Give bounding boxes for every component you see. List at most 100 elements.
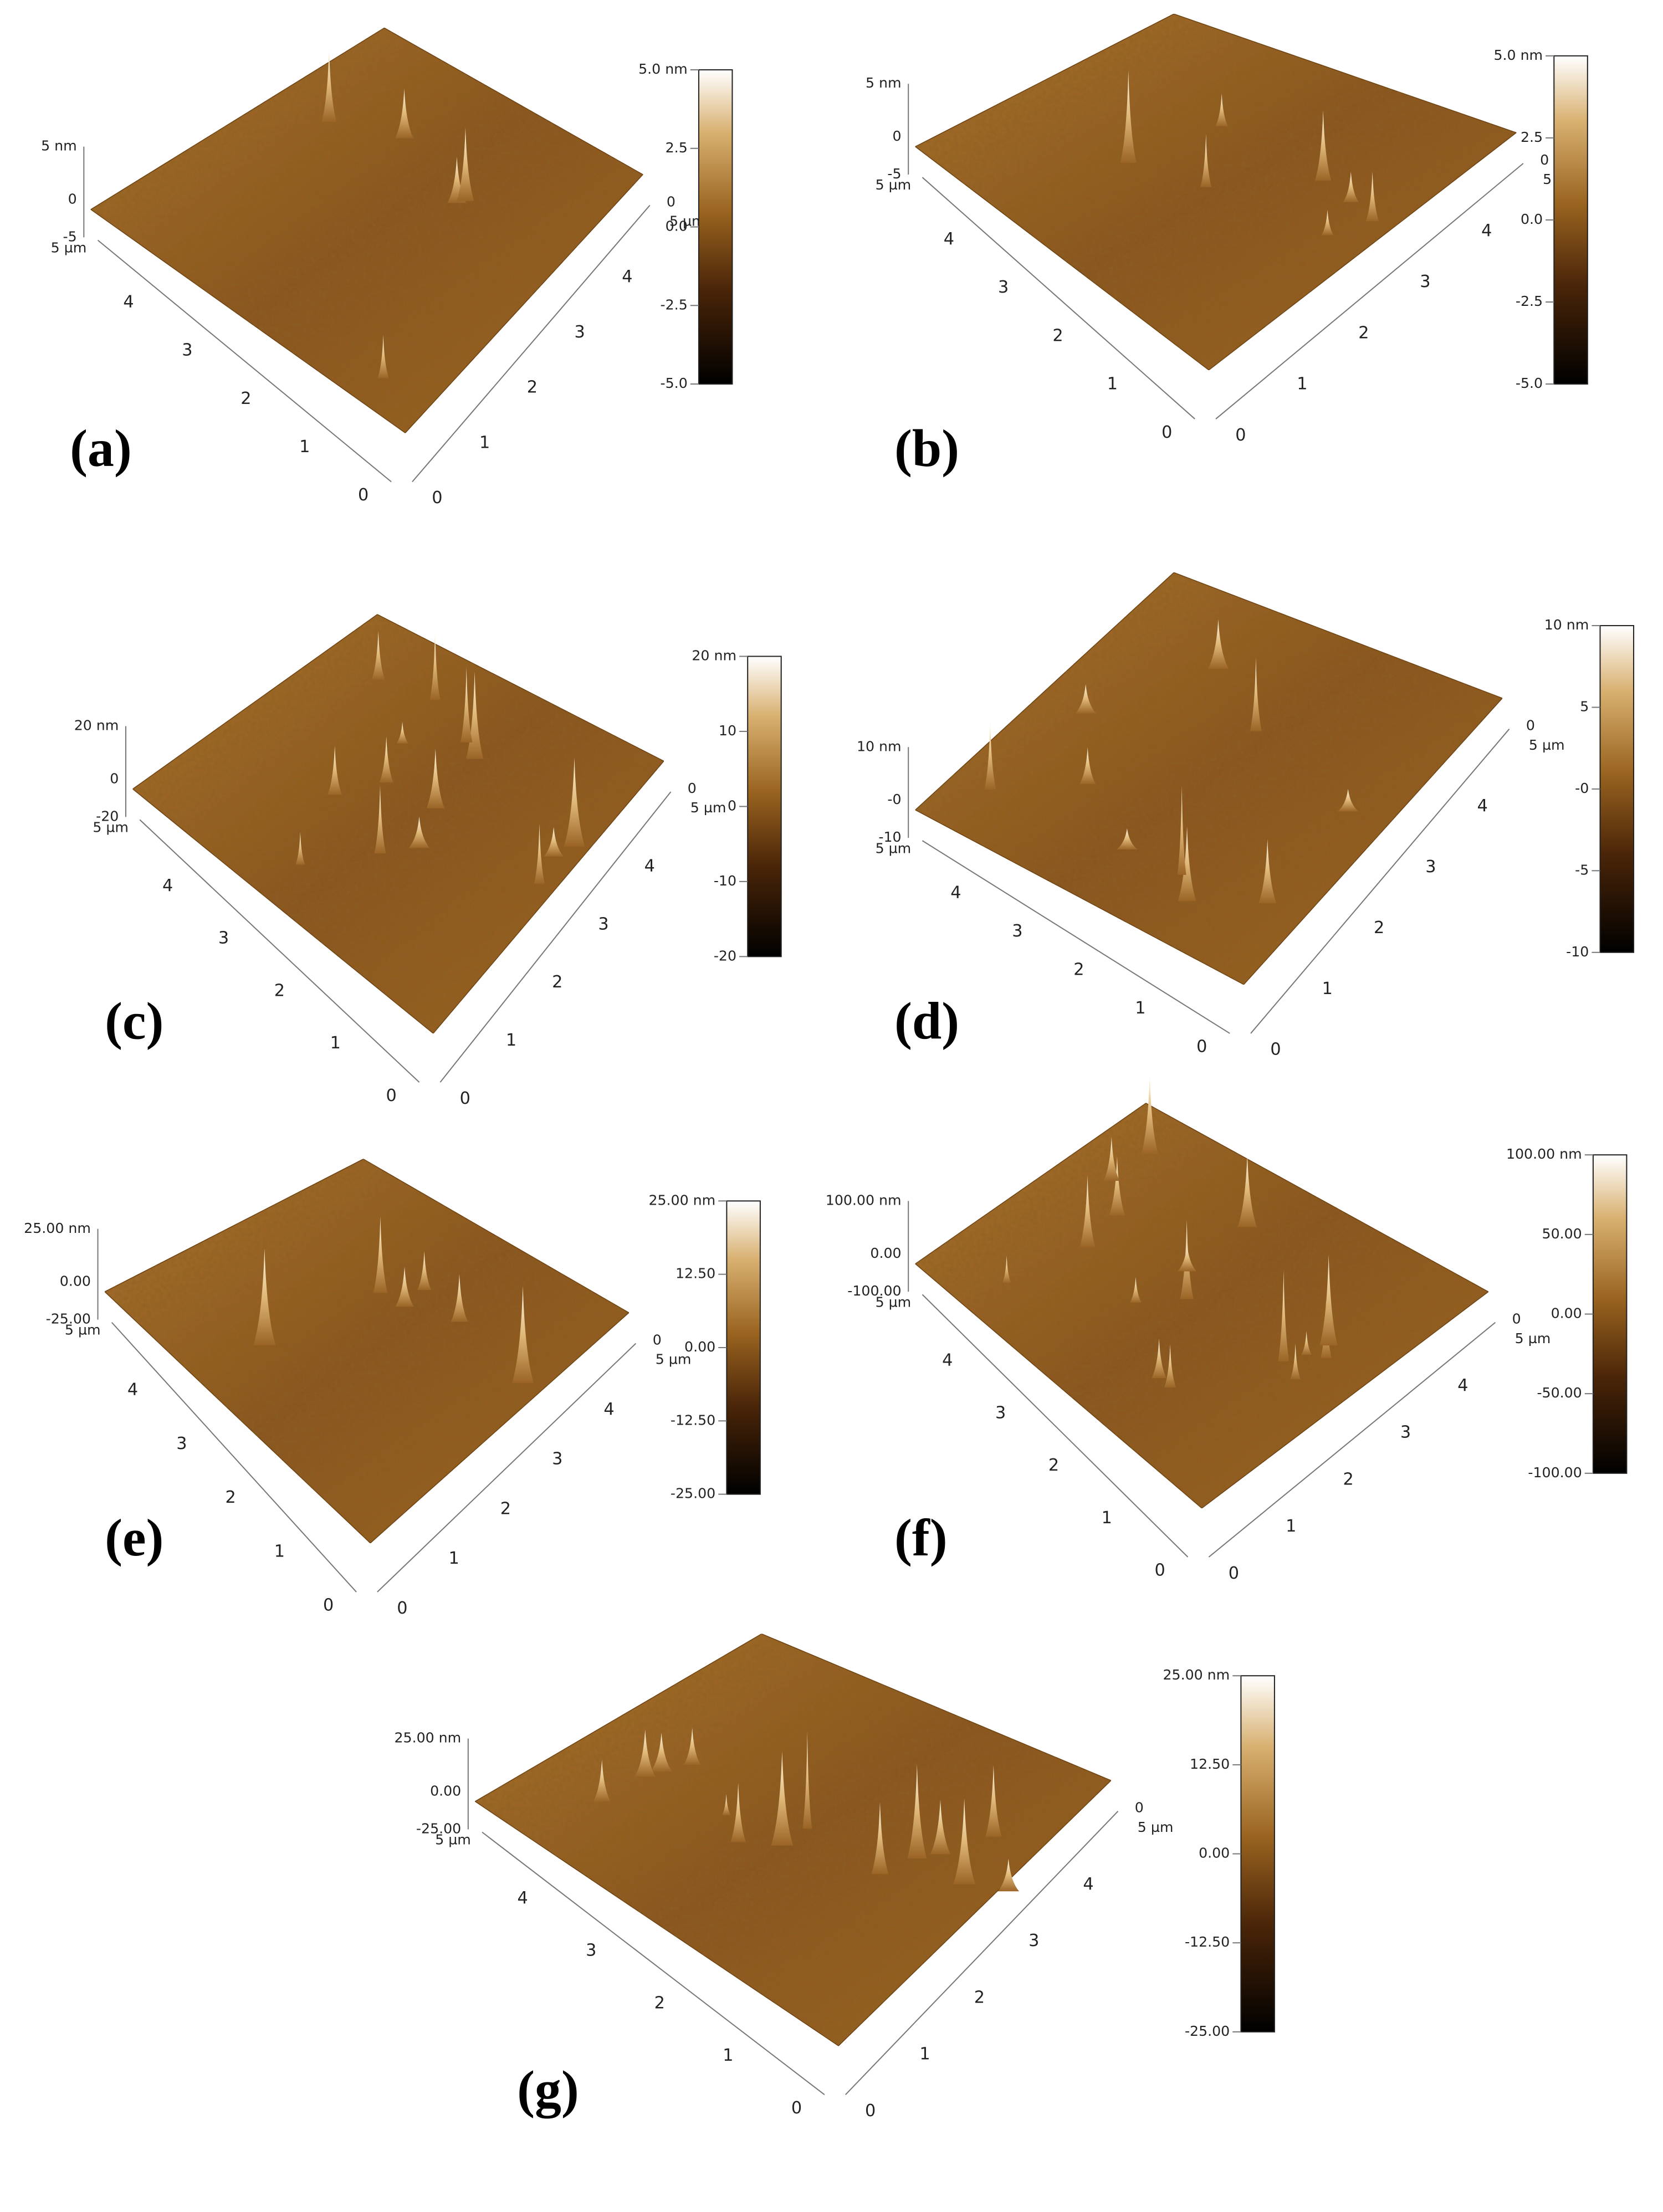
z-tick-label: -0 bbox=[887, 791, 901, 807]
x-tick-label: 4 bbox=[127, 1380, 138, 1400]
y-tick-label: 4 bbox=[1457, 1376, 1468, 1395]
y-axis bbox=[412, 204, 651, 483]
x-tick-label: 3 bbox=[998, 278, 1009, 297]
surface-peak bbox=[1215, 93, 1228, 126]
surface-peak bbox=[1120, 70, 1137, 163]
panel-label: (a) bbox=[70, 419, 132, 478]
y-tick-label: 3 bbox=[598, 914, 608, 934]
x-tick-label: 0 bbox=[1196, 1037, 1207, 1057]
x-axis-corner-label: 5 µm bbox=[65, 1322, 101, 1338]
colorbar-tick-label: -10 bbox=[714, 873, 736, 889]
y-tick-label: 1 bbox=[919, 2045, 930, 2064]
colorbar-tick-label: 5.0 nm bbox=[638, 61, 688, 77]
x-tick-label: 1 bbox=[274, 1542, 285, 1561]
z-tick-label: -25.00 bbox=[416, 1820, 461, 1836]
colorbar-tick-label: -5 bbox=[1575, 862, 1589, 878]
surface-peak bbox=[564, 757, 585, 847]
surface-peak bbox=[1177, 785, 1186, 875]
y-tick-label: 1 bbox=[506, 1031, 516, 1050]
colorbar-tick-label: 2.5 bbox=[666, 140, 688, 156]
colorbar-tick-label: 10 bbox=[719, 723, 736, 739]
colorbar-tick-label: 5.0 nm bbox=[1493, 47, 1543, 63]
surface-peak bbox=[1200, 134, 1212, 187]
colorbar-tick-label: -2.5 bbox=[661, 296, 688, 313]
z-tick-label: 25.00 nm bbox=[394, 1730, 461, 1746]
x-tick-label: 0 bbox=[791, 2098, 802, 2118]
surface-peak bbox=[511, 1286, 534, 1384]
x-tick-label: 2 bbox=[274, 981, 285, 1000]
y-tick-label: 1 bbox=[449, 1549, 459, 1568]
y-tick-label: 5 µm bbox=[690, 800, 726, 816]
z-tick-label: 0.00 bbox=[60, 1273, 91, 1289]
z-tick-label: 25.00 nm bbox=[24, 1220, 91, 1236]
y-tick-label: 0 bbox=[1270, 1040, 1281, 1059]
y-tick-label: 5 µm bbox=[1529, 737, 1565, 753]
surface-peak bbox=[1109, 1156, 1125, 1216]
surface-peak bbox=[377, 335, 389, 378]
x-tick-label: 1 bbox=[723, 2046, 733, 2065]
surface-peak bbox=[1278, 1269, 1290, 1362]
surface-peak bbox=[1141, 1074, 1158, 1154]
colorbar-tick-label: 0.00 bbox=[1551, 1305, 1582, 1322]
panel-label: (d) bbox=[894, 991, 959, 1050]
surface-peak bbox=[771, 1751, 794, 1846]
surface-peak bbox=[396, 721, 408, 744]
colorbar bbox=[726, 1200, 761, 1495]
z-tick-label: 0 bbox=[893, 128, 902, 144]
colorbar-tick-label: 25.00 nm bbox=[1163, 1667, 1230, 1683]
surface-peak bbox=[253, 1248, 276, 1345]
y-axis bbox=[377, 1343, 637, 1593]
colorbar-tick-label: 25.00 nm bbox=[648, 1192, 715, 1208]
y-tick-label: 2 bbox=[974, 1988, 985, 2007]
x-tick-label: 3 bbox=[995, 1403, 1006, 1422]
surface-peak bbox=[295, 832, 305, 865]
surface-peak bbox=[684, 1728, 701, 1765]
x-tick-label: 2 bbox=[225, 1488, 236, 1507]
colorbar-tick-label: 50.00 bbox=[1542, 1226, 1582, 1242]
y-tick-label: 1 bbox=[1322, 979, 1333, 999]
x-axis bbox=[139, 819, 420, 1083]
surface-peak bbox=[1337, 788, 1359, 812]
x-tick-label: 3 bbox=[218, 929, 229, 948]
x-tick-label: 3 bbox=[586, 1941, 596, 1960]
surface-peak bbox=[1075, 684, 1097, 714]
surface-peak bbox=[371, 631, 385, 680]
z-tick-label: -100.00 bbox=[847, 1283, 901, 1299]
x-axis bbox=[97, 239, 392, 483]
colorbar-tick-label: -100.00 bbox=[1528, 1465, 1582, 1481]
surface bbox=[914, 572, 1503, 985]
z-tick-label: 0 bbox=[68, 191, 77, 207]
surface-peak bbox=[907, 1764, 927, 1858]
y-tick-label: 5 µm bbox=[1515, 1330, 1551, 1346]
colorbar-tick-label: 10 nm bbox=[1544, 617, 1589, 633]
x-tick-label: 1 bbox=[1135, 999, 1145, 1018]
x-axis-corner-label: 5 µm bbox=[51, 240, 87, 256]
y-tick-label: 3 bbox=[574, 322, 585, 342]
colorbar-tick-label: 0.00 bbox=[1199, 1845, 1230, 1861]
y-tick-label: 1 bbox=[1297, 375, 1307, 394]
y-tick-label: 2 bbox=[500, 1499, 511, 1518]
x-tick-label: 4 bbox=[162, 876, 173, 895]
x-tick-label: 4 bbox=[518, 1888, 528, 1908]
colorbar-tick-label: 2.5 bbox=[1521, 129, 1543, 145]
x-tick-label: 0 bbox=[1161, 423, 1172, 442]
colorbar-tick-label: 0 bbox=[728, 797, 736, 813]
surface-peak bbox=[1177, 1245, 1197, 1272]
y-axis-end-label: 0 bbox=[1512, 1311, 1521, 1327]
y-tick-label: 4 bbox=[1481, 221, 1492, 240]
colorbar bbox=[1553, 55, 1588, 385]
x-tick-label: 4 bbox=[942, 1351, 953, 1370]
surface bbox=[90, 27, 644, 434]
y-axis-end-label: 0 bbox=[667, 193, 676, 209]
surface-peak bbox=[451, 1273, 468, 1322]
y-tick-label: 1 bbox=[1286, 1517, 1296, 1536]
surface-peak bbox=[417, 1251, 432, 1291]
surface-peak bbox=[395, 88, 414, 139]
x-tick-label: 3 bbox=[182, 341, 192, 360]
y-tick-label: 3 bbox=[552, 1450, 562, 1469]
surface-peak bbox=[593, 1759, 611, 1802]
